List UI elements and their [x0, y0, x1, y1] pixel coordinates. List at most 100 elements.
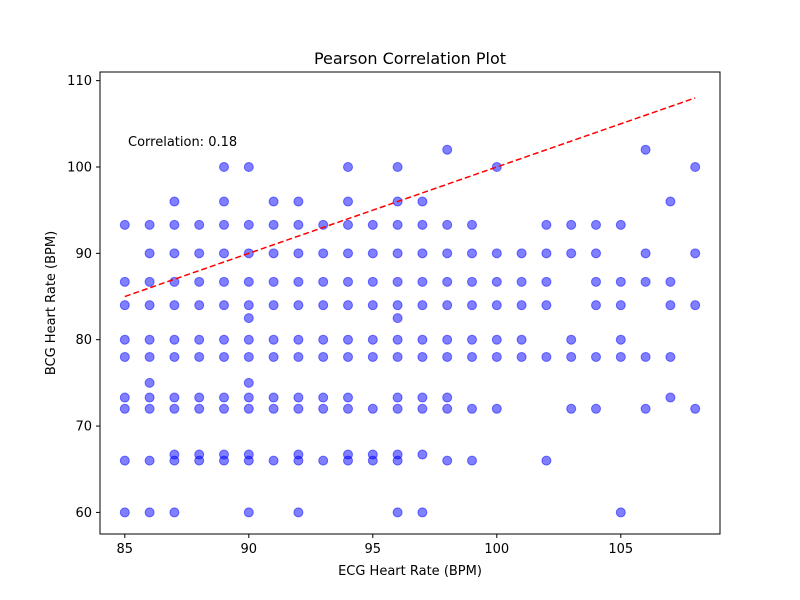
data-point [243, 351, 254, 362]
data-point [591, 351, 601, 362]
data-point [219, 351, 229, 362]
data-point [243, 377, 254, 388]
data-point [467, 248, 477, 259]
data-point [243, 392, 254, 403]
data-point [144, 248, 155, 259]
data-point [243, 313, 254, 324]
data-point [194, 248, 205, 259]
data-point [219, 196, 229, 207]
data-point [516, 276, 527, 287]
data-point [417, 248, 428, 259]
data-point [417, 276, 428, 287]
data-point [169, 300, 180, 311]
data-point [219, 248, 229, 259]
data-point [591, 248, 601, 259]
data-point [293, 196, 304, 207]
data-point [640, 276, 651, 287]
data-point [442, 219, 453, 230]
y-axis-label: BCG Heart Rate (BPM) [44, 231, 59, 375]
data-point [343, 455, 353, 466]
data-point [293, 334, 304, 345]
data-point [243, 403, 254, 414]
data-point [417, 507, 428, 518]
data-point [144, 392, 155, 403]
data-point [144, 334, 155, 345]
data-point [417, 351, 428, 362]
data-point [268, 392, 279, 403]
data-point [392, 313, 403, 324]
data-point [467, 334, 477, 345]
data-point [268, 219, 279, 230]
data-point [640, 248, 651, 259]
data-point [243, 161, 254, 172]
correlation-annotation: Correlation: 0.18 [128, 135, 237, 150]
data-point [343, 403, 353, 414]
data-point [690, 300, 701, 311]
data-point [541, 276, 552, 287]
data-point [491, 161, 502, 172]
data-point [615, 219, 626, 230]
x-tick-label: 105 [608, 542, 633, 557]
data-point [169, 334, 180, 345]
data-point [467, 300, 477, 311]
data-point [417, 219, 428, 230]
data-point [119, 403, 130, 414]
data-point [318, 403, 329, 414]
y-axis: 60 70 80 90 100 110 [67, 74, 100, 521]
data-point [467, 351, 477, 362]
data-point [417, 334, 428, 345]
data-point [343, 248, 353, 259]
y-tick-label: 70 [75, 420, 92, 435]
data-point [293, 455, 304, 466]
x-tick-label: 100 [484, 542, 509, 557]
data-point [119, 300, 130, 311]
data-point [392, 351, 403, 362]
data-point [467, 455, 477, 466]
data-point [343, 392, 353, 403]
data-point [318, 300, 329, 311]
data-point [541, 351, 552, 362]
data-point [367, 351, 378, 362]
data-point [367, 219, 378, 230]
data-point [144, 507, 155, 518]
data-point [392, 507, 403, 518]
data-point [268, 334, 279, 345]
data-point [442, 276, 453, 287]
data-point [194, 392, 205, 403]
data-point [243, 300, 254, 311]
data-point [442, 403, 453, 414]
x-tick-label: 85 [117, 542, 134, 557]
data-point [516, 248, 527, 259]
data-point [194, 403, 205, 414]
data-point [442, 144, 453, 155]
data-point [293, 403, 304, 414]
data-point [243, 219, 254, 230]
data-point [268, 248, 279, 259]
data-point [219, 403, 229, 414]
data-point [591, 403, 601, 414]
y-tick-label: 110 [67, 74, 92, 89]
data-point [615, 351, 626, 362]
data-point [392, 219, 403, 230]
data-point [144, 300, 155, 311]
data-point [665, 392, 676, 403]
data-point [640, 403, 651, 414]
data-point [367, 276, 378, 287]
data-point [318, 248, 329, 259]
data-point [541, 455, 552, 466]
data-point [417, 300, 428, 311]
data-point [665, 300, 676, 311]
data-point [467, 219, 477, 230]
data-point [491, 276, 502, 287]
data-point [268, 196, 279, 207]
data-point [690, 161, 701, 172]
data-point [367, 334, 378, 345]
data-point [491, 300, 502, 311]
data-point [591, 300, 601, 311]
y-tick-label: 90 [75, 247, 92, 262]
data-point [293, 392, 304, 403]
x-axis-label: ECG Heart Rate (BPM) [338, 564, 482, 579]
data-point [392, 403, 403, 414]
data-point [392, 392, 403, 403]
data-point [491, 334, 502, 345]
